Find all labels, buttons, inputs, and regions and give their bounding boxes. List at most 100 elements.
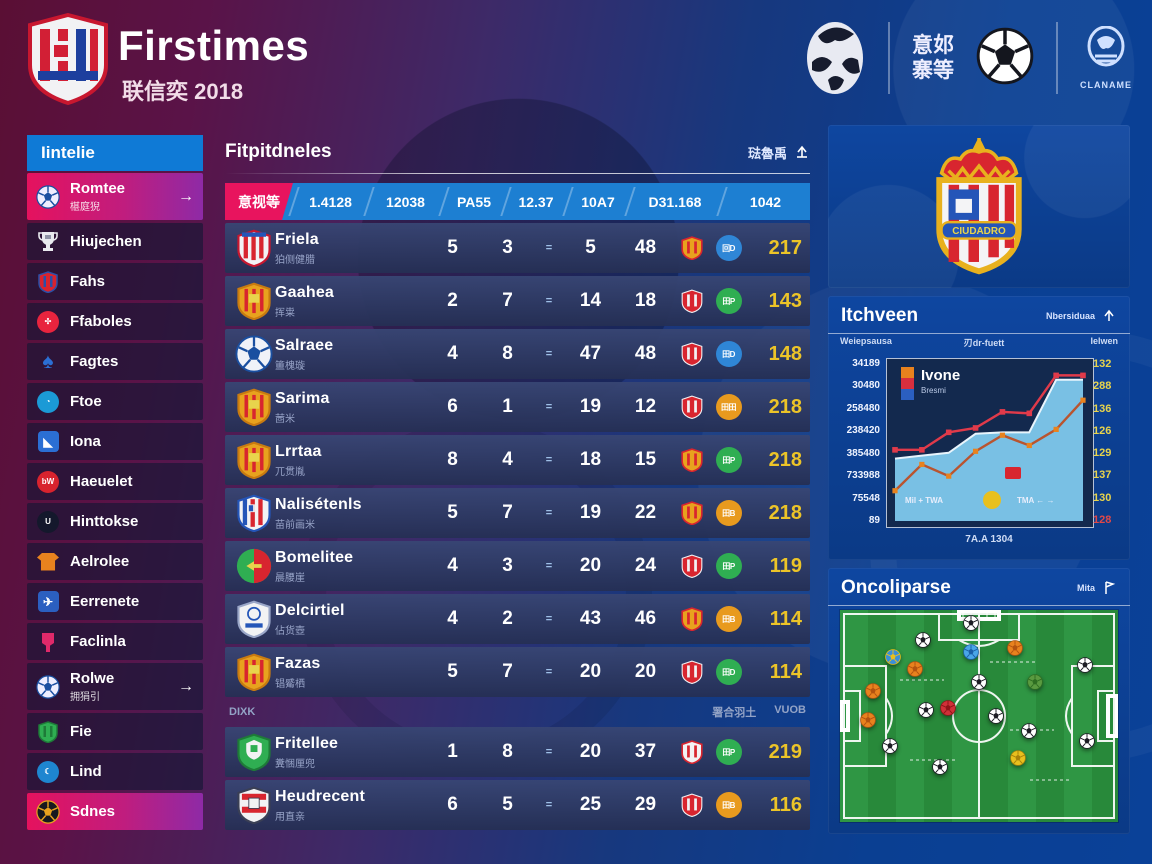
- sidebar-item-aelrolee[interactable]: Aelrolee: [27, 543, 203, 580]
- stat-dash: =: [545, 799, 553, 811]
- sidebar-item-eerrenete[interactable]: ✈ Eerrenete: [27, 583, 203, 620]
- stat-value-2: 1: [502, 396, 513, 417]
- stat-value-1: 5: [447, 502, 458, 523]
- chart-panel-link[interactable]: Nbersiduaa: [1046, 308, 1117, 324]
- column-header-7[interactable]: 1042: [721, 183, 810, 220]
- sort-up-arrow-icon: [797, 145, 807, 158]
- stat-dash: =: [545, 242, 553, 254]
- sidebar-item-faclinla[interactable]: Faclinla: [27, 623, 203, 660]
- team-row-delcirtiel[interactable]: Delcirtiel 佔货壺 4 2 = 43 46 田B 114: [225, 594, 810, 644]
- form-badge-icon: [673, 501, 710, 525]
- stat-value-4: 20: [634, 661, 657, 682]
- sidebar-item-ftoe[interactable]: ◔ Ftoe: [27, 383, 203, 420]
- stat-value-1: 4: [447, 608, 458, 629]
- stat-dash: =: [545, 295, 553, 307]
- team-points: 116: [769, 793, 802, 816]
- circle-icon: bW: [36, 470, 60, 494]
- team-crest-icon: [233, 494, 275, 532]
- team-row-nalisétenls[interactable]: Nalisétenls 苗前画米 5 7 = 19 22 田B 218: [225, 488, 810, 538]
- column-header-5[interactable]: 10A7: [567, 183, 629, 220]
- pitch-ball-icon: [882, 737, 898, 754]
- sidebar-item-ffaboles[interactable]: ✣ Ffaboles: [27, 303, 203, 340]
- team-row-fazas[interactable]: Fazas 锠觱栖 5 7 = 20 20 田D 114: [225, 647, 810, 697]
- sidebar-item-rolwe[interactable]: Rolwe 拥狷引 →: [27, 663, 203, 710]
- pitch-ball-icon: [885, 648, 901, 665]
- team-row-friela[interactable]: Friela 狛侧健腊 5 3 = 5 48 回D 217: [225, 223, 810, 273]
- stat-value-3: 14: [579, 290, 602, 311]
- status-badge-icon: 回D: [710, 235, 747, 261]
- stat-value-3: 20: [579, 555, 602, 576]
- form-badge-icon: [673, 660, 710, 684]
- stat-value-3: 20: [579, 741, 602, 762]
- pitch-ball-icon: [859, 712, 876, 729]
- column-header-0[interactable]: 意视等: [225, 183, 293, 220]
- trophy-icon: [36, 230, 60, 254]
- globe-icon: [36, 184, 60, 209]
- column-header-4[interactable]: 12.37: [505, 183, 567, 220]
- up-arrow-icon: [1104, 309, 1114, 321]
- pitch-ball-icon: [971, 674, 987, 690]
- sidebar-item-sdnes[interactable]: Sdnes: [27, 793, 203, 830]
- team-row-heudrecent[interactable]: Heudrecent 用直亲 6 5 = 25 29 田B 116: [225, 780, 810, 830]
- team-row-sarima[interactable]: Sarima 莤米 6 1 = 19 12 田田 218: [225, 382, 810, 432]
- stat-value-2: 4: [502, 449, 513, 470]
- pitch-ball-icon: [962, 644, 979, 661]
- sidebar-item-fagtes[interactable]: ♠ Fagtes: [27, 343, 203, 380]
- stat-value-4: 15: [634, 449, 657, 470]
- separator-right-value[interactable]: VUOB: [774, 704, 806, 716]
- chart-col-header: 刃dr-fuett: [963, 338, 1005, 348]
- divider: [888, 22, 890, 94]
- team-row-lrrtaa[interactable]: Lrrtaa 兀贯胤 8 4 = 18 15 田P 218: [225, 435, 810, 485]
- sidebar-item-hinttokse[interactable]: U Hinttokse: [27, 503, 203, 540]
- pitch-markings: [840, 610, 1118, 819]
- table-sort-control[interactable]: 琺魯禹: [748, 143, 810, 162]
- team-row-fritellee[interactable]: Fritellee 糞悃厘兜 1 8 = 20 37 田P 219: [225, 727, 810, 777]
- team-crest-icon: [233, 388, 275, 426]
- sidebar-item-subtitle: 拥狷引: [70, 692, 100, 703]
- table-header-row: 意视等 1.4128 12038 PA55 12.37 10A7 D31.168 1042: [225, 183, 810, 220]
- pitch-ball-icon: [1026, 674, 1043, 690]
- stat-value-1: 5: [447, 237, 458, 258]
- sidebar-item-lind[interactable]: ☾ Lind: [27, 753, 203, 790]
- football-pitch-diagram[interactable]: [840, 610, 1118, 822]
- team-row-gaahea[interactable]: Gaahea 挥粜 2 7 = 14 18 田P 143: [225, 276, 810, 326]
- svg-text:CIUDADRO: CIUDADRO: [952, 225, 1006, 236]
- sidebar-item-fahs[interactable]: Fahs: [27, 263, 203, 300]
- form-badge-icon: [673, 448, 710, 472]
- circle-icon: ◔: [36, 390, 60, 414]
- pitch-ball-icon: [915, 631, 932, 648]
- form-badge-icon: [673, 740, 710, 764]
- team-row-bomelitee[interactable]: Bomelitee 晨腰崖 4 3 = 20 24 田P 119: [225, 541, 810, 591]
- team-row-salraee[interactable]: Salraee 簠槐璇 4 8 = 47 48 田D 148: [225, 329, 810, 379]
- status-badge-icon: 田P: [710, 553, 747, 579]
- team-name: Delcirtiel: [275, 601, 345, 619]
- right-axis-tick: 136: [1093, 402, 1112, 415]
- stat-value-2: 5: [502, 794, 513, 815]
- pitch-panel-link[interactable]: Mita: [1077, 580, 1117, 596]
- stat-value-3: 20: [579, 661, 602, 682]
- stat-value-2: 7: [502, 502, 513, 523]
- stat-value-4: 12: [634, 396, 657, 417]
- status-badge-icon: 田D: [710, 341, 747, 367]
- chart-annotation: Mil + TWA: [905, 496, 943, 505]
- left-axis-tick: 75548: [852, 492, 880, 504]
- column-header-3[interactable]: PA55: [443, 183, 505, 220]
- ball-dark-icon: [36, 799, 60, 824]
- sidebar-item-haeuelet[interactable]: bW Haeuelet: [27, 463, 203, 500]
- pitch-ball-icon: [865, 682, 882, 699]
- column-header-1[interactable]: 1.4128: [293, 183, 368, 220]
- circle-icon: ✣: [36, 310, 60, 334]
- team-name: Fritellee: [275, 734, 339, 752]
- column-header-6[interactable]: D31.168: [629, 183, 721, 220]
- sidebar-item-iona[interactable]: ◣ Iona: [27, 423, 203, 460]
- sidebar-item-label: Iona: [70, 433, 101, 450]
- pitch-ball-icon: [1076, 657, 1093, 673]
- sidebar-item-hiujechen[interactable]: Hiujechen: [27, 223, 203, 260]
- sidebar-item-romtee[interactable]: Romtee 椹庭猊 →: [27, 173, 203, 220]
- form-badge-icon: [673, 793, 710, 817]
- stat-value-2: 7: [502, 661, 513, 682]
- sidebar-item-fie[interactable]: Fie: [27, 713, 203, 750]
- stat-value-1: 6: [447, 396, 458, 417]
- column-header-2[interactable]: 12038: [368, 183, 443, 220]
- chart-plot-area[interactable]: Ivone Bresmi Mil + TWA TMA ← →: [886, 358, 1094, 528]
